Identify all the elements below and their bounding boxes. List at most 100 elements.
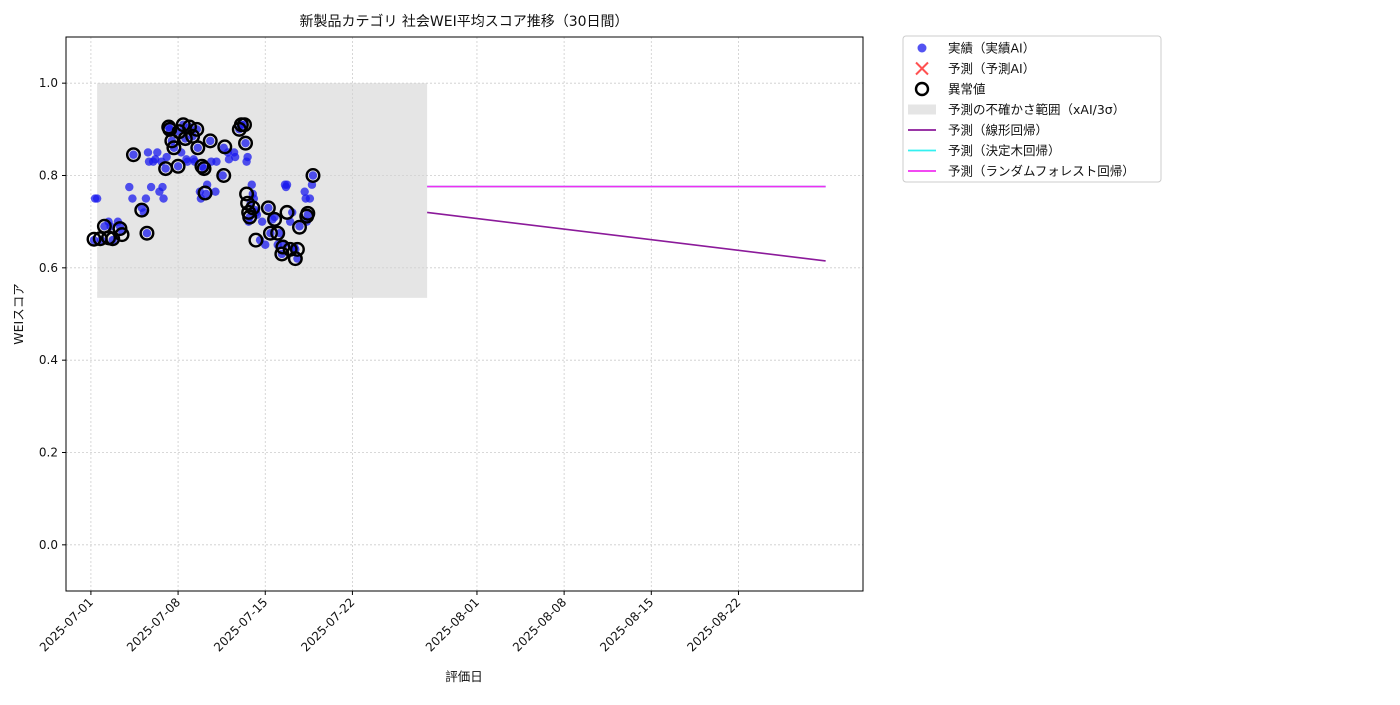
y-axis-title: WEIスコア <box>11 283 26 344</box>
actual-point <box>212 157 221 166</box>
legend-actual-marker <box>917 43 927 53</box>
x-axis: 2025-07-01 2025-07-08 2025-07-15 2025-07-22… <box>37 591 744 654</box>
actual-point <box>146 182 156 192</box>
x-tick-label: 2025-08-15 <box>597 595 656 654</box>
plot-frame <box>65 36 864 592</box>
anomaly-marker <box>236 117 252 133</box>
legend-anomaly-marker <box>914 81 930 97</box>
anomaly-marker <box>279 204 295 220</box>
legend-label: 予測（決定木回帰） <box>948 143 1061 158</box>
anomaly-marker <box>196 161 212 177</box>
actual-point <box>241 138 250 148</box>
actual-point <box>261 240 270 249</box>
actual-point <box>193 143 202 152</box>
anomaly-marker <box>242 209 258 225</box>
anomaly-marker <box>125 147 141 163</box>
actual-point <box>206 136 215 146</box>
anomaly-marker <box>216 167 232 183</box>
legend-frame <box>902 35 1162 183</box>
anomaly-marker <box>170 158 186 174</box>
y-axis: 0.0 0.2 0.4 0.6 0.8 1.0 <box>39 76 66 552</box>
actual-point <box>162 152 171 162</box>
actual-point <box>275 229 284 238</box>
x-axis-title: 評価日 <box>445 669 483 684</box>
anomaly-marker <box>291 219 307 235</box>
actual-point <box>173 162 183 171</box>
y-tick-label: 0.4 <box>39 353 58 367</box>
y-tick-label: 0.0 <box>39 538 58 552</box>
actual-point <box>218 171 227 180</box>
legend-label: 異常値 <box>948 82 986 97</box>
legend-band-patch <box>908 104 936 115</box>
legend-label: 予測（予測AI） <box>948 61 1035 76</box>
anomaly-marker <box>289 241 305 257</box>
actual-point <box>270 212 279 222</box>
actual-point <box>211 187 220 196</box>
actual-point <box>161 164 170 173</box>
anomaly-marker <box>270 225 286 241</box>
anomaly-marker <box>114 227 130 243</box>
x-tick-label: 2025-07-08 <box>124 595 183 654</box>
actual-point <box>295 222 304 231</box>
anomaly-marker <box>194 158 210 174</box>
actual-point <box>142 229 152 238</box>
x-tick-label: 2025-08-01 <box>423 595 482 654</box>
x-tick-label: 2025-07-01 <box>37 595 96 654</box>
uncertainty-band <box>97 83 428 298</box>
actual-point <box>153 148 162 157</box>
anomaly-marker <box>190 140 206 156</box>
actual-point <box>243 152 252 162</box>
x-tick-label: 2025-08-08 <box>510 595 569 654</box>
actual-point <box>300 187 309 196</box>
actual-point <box>159 194 168 203</box>
y-tick-label: 1.0 <box>39 76 58 90</box>
actual-point <box>158 182 167 192</box>
x-tick-label: 2025-07-15 <box>211 595 270 654</box>
anomaly-marker <box>245 200 261 216</box>
forecast-line <box>427 211 826 262</box>
plot-area <box>66 37 863 591</box>
actual-point <box>129 150 138 159</box>
legend-label: 予測の不確かさ範囲（xAI/3σ） <box>948 102 1125 117</box>
legend-label: 実績（実績AI） <box>948 41 1035 56</box>
actual-point <box>282 180 292 189</box>
x-tick-label: 2025-08-22 <box>684 595 743 654</box>
actual-point <box>264 203 273 213</box>
anomaly-marker <box>166 140 182 156</box>
anomaly-marker <box>305 167 321 183</box>
anomaly-marker <box>274 246 290 262</box>
anomaly-marker <box>134 202 150 218</box>
anomaly-marker <box>238 135 254 151</box>
anomaly-marker <box>189 121 205 137</box>
anomaly-marker <box>202 133 218 149</box>
anomaly-marker <box>197 185 213 201</box>
actual-point <box>230 152 240 162</box>
y-tick-label: 0.2 <box>39 446 58 460</box>
anomaly-marker <box>181 119 197 135</box>
anomaly-marker <box>217 139 233 155</box>
legend-label: 予測（線形回帰） <box>948 123 1048 138</box>
x-tick-label: 2025-07-22 <box>298 595 357 654</box>
actual-point <box>141 194 151 203</box>
actual-point <box>128 194 137 203</box>
actual-point <box>201 189 211 199</box>
anomaly-marker <box>86 231 102 247</box>
chart-title: 新製品カテゴリ 社会WEI平均スコア推移（30日間） <box>299 13 628 30</box>
actual-point <box>125 182 134 192</box>
actual-point <box>308 171 318 180</box>
anomaly-marker <box>300 205 316 221</box>
actual-point <box>303 210 312 219</box>
actual-point <box>143 148 153 157</box>
actual-point <box>257 217 267 226</box>
anomaly-marker <box>139 225 155 241</box>
y-tick-label: 0.8 <box>39 169 58 183</box>
anomaly-marker <box>262 225 278 241</box>
legend-predicted-marker <box>915 61 929 76</box>
anomaly-marker <box>275 239 291 255</box>
anomaly-marker <box>287 251 303 267</box>
legend-label: 予測（ランダムフォレスト回帰） <box>948 164 1135 179</box>
actual-point <box>92 194 102 203</box>
